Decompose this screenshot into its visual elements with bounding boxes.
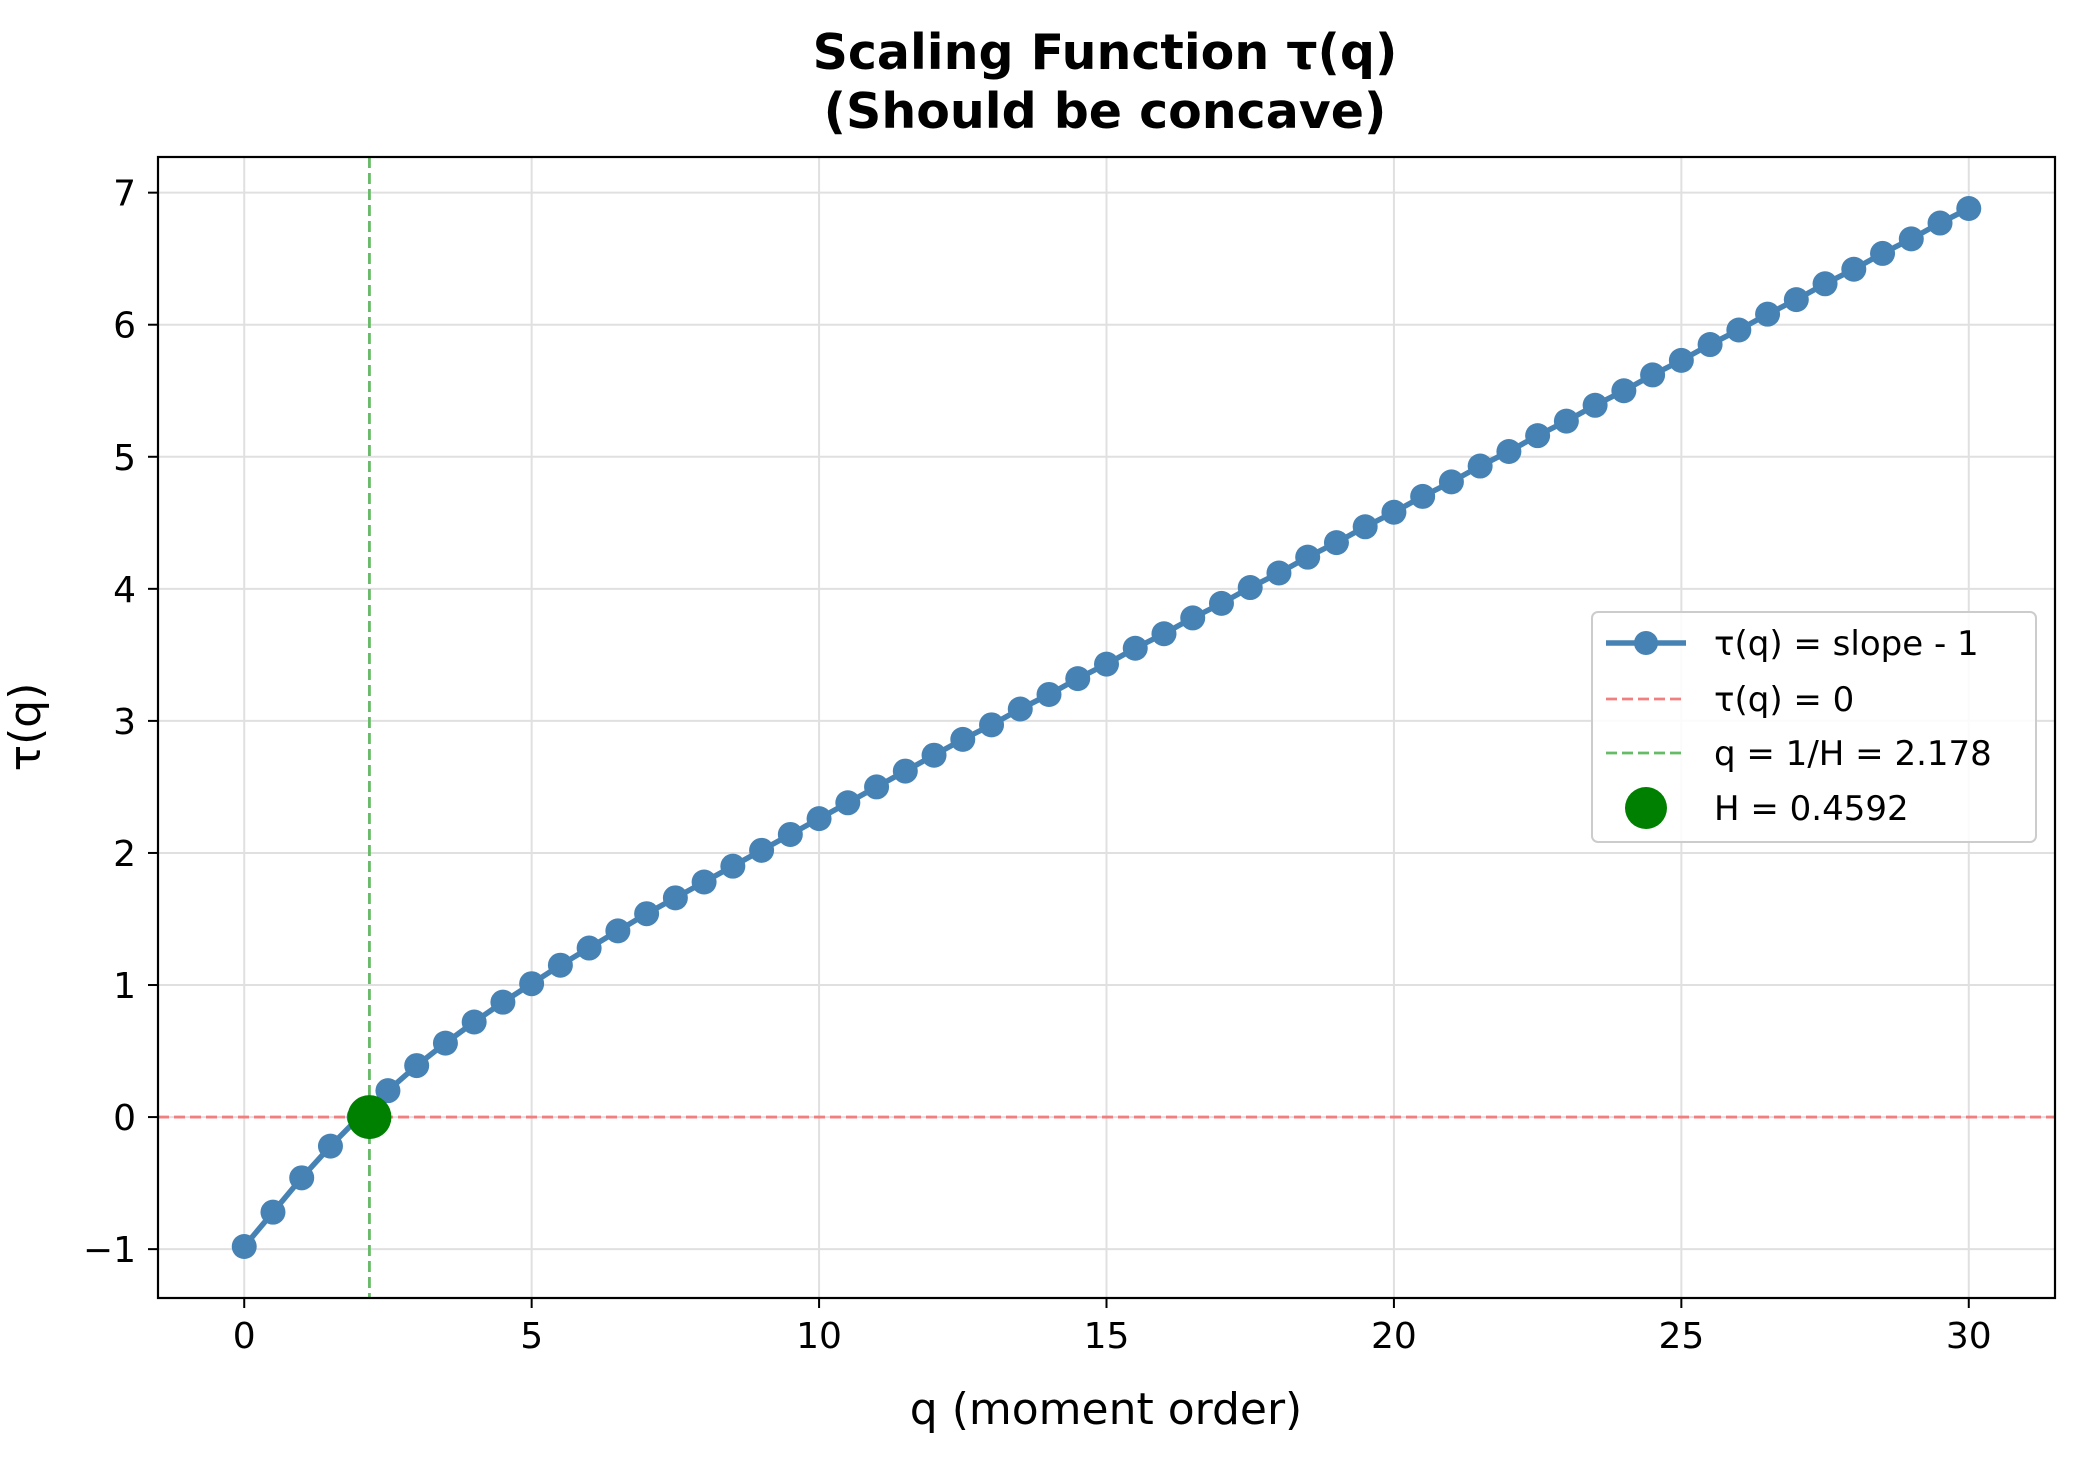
tau-data-point xyxy=(1755,301,1781,327)
tau-data-point xyxy=(921,742,947,768)
tau-data-point xyxy=(835,790,861,816)
tau-data-point xyxy=(519,971,545,997)
tau-data-point xyxy=(1611,378,1637,404)
tau-data-point xyxy=(1122,635,1148,661)
tau-data-point xyxy=(547,952,573,978)
legend-label-zero-line: τ(q) = 0 xyxy=(1714,680,1854,720)
tau-data-point xyxy=(1180,605,1206,631)
x-tick-label: 0 xyxy=(233,1316,256,1357)
tau-data-point xyxy=(1525,423,1551,449)
legend-swatch-tau-marker xyxy=(1634,631,1658,655)
data-series xyxy=(231,196,1982,1259)
tau-data-point xyxy=(1381,499,1407,525)
tau-data-point xyxy=(720,853,746,879)
tau-data-point xyxy=(1726,317,1752,343)
legend-entry-zero-line: τ(q) = 0 xyxy=(1606,680,1854,720)
tau-data-point xyxy=(576,935,602,961)
x-tick-label: 15 xyxy=(1084,1316,1130,1357)
tau-data-point xyxy=(1208,590,1234,616)
tau-data-point xyxy=(375,1078,401,1104)
tau-data-point xyxy=(317,1133,343,1159)
tau-data-point xyxy=(1812,271,1838,297)
tau-data-point xyxy=(1870,240,1896,266)
tau-data-point xyxy=(289,1165,315,1191)
tau-data-point xyxy=(1783,287,1809,313)
x-tick-label: 5 xyxy=(520,1316,543,1357)
tau-data-point xyxy=(260,1199,286,1225)
tau-data-point xyxy=(1237,575,1263,601)
y-tick-label: 0 xyxy=(113,1098,136,1139)
tau-data-point xyxy=(1467,453,1493,479)
legend-box xyxy=(1591,611,2037,843)
legend-label-q-line: q = 1/H = 2.178 xyxy=(1714,734,1992,774)
tau-data-point xyxy=(1640,362,1666,388)
tau-data-point xyxy=(432,1030,458,1056)
chart-subtitle: (Should be concave) xyxy=(824,83,1387,140)
tau-data-point xyxy=(605,918,631,944)
x-tick-label: 25 xyxy=(1658,1316,1704,1357)
tau-data-point xyxy=(1438,469,1464,495)
tau-data-point xyxy=(490,989,516,1015)
x-tick-label: 30 xyxy=(1946,1316,1992,1357)
y-tick-label: −1 xyxy=(83,1230,136,1271)
legend-swatch-h-point xyxy=(1625,787,1667,829)
tau-data-point xyxy=(1553,408,1579,434)
y-tick-label: 2 xyxy=(113,834,136,875)
x-axis: 0 5 10 15 20 25 30 xyxy=(233,1298,1992,1357)
y-axis-label: τ(q) xyxy=(0,683,51,772)
tau-data-point xyxy=(1898,226,1924,252)
y-tick-label: 3 xyxy=(113,702,136,743)
y-tick-label: 5 xyxy=(113,438,136,479)
x-axis-label: q (moment order) xyxy=(910,1384,1302,1435)
tau-data-point xyxy=(691,869,717,895)
tau-data-point xyxy=(1410,483,1436,509)
tau-data-point xyxy=(1151,621,1177,647)
tau-data-point xyxy=(979,712,1005,738)
x-tick-label: 10 xyxy=(796,1316,842,1357)
tau-data-point xyxy=(1668,347,1694,373)
tau-data-point xyxy=(864,774,890,800)
y-tick-label: 6 xyxy=(113,306,136,347)
legend-entry-h-point: H = 0.4592 xyxy=(1625,787,1909,829)
tau-data-point xyxy=(1697,332,1723,358)
tau-data-point xyxy=(1323,530,1349,556)
tau-data-point xyxy=(1956,196,1982,222)
tau-data-point xyxy=(806,806,832,832)
tau-data-point xyxy=(950,726,976,752)
y-tick-label: 1 xyxy=(113,966,136,1007)
legend: τ(q) = slope - 1 τ(q) = 0 q = 1/H = 2.17… xyxy=(1591,611,2037,843)
tau-data-point xyxy=(1094,651,1119,677)
tau-data-point xyxy=(1295,544,1321,570)
tau-data-point xyxy=(634,901,660,927)
tau-data-point xyxy=(1007,696,1033,722)
h-point-marker xyxy=(347,1095,392,1140)
y-axis: −1 0 1 2 3 4 5 6 7 xyxy=(83,174,158,1271)
tau-data-point xyxy=(892,758,918,784)
tau-data-point xyxy=(777,821,803,847)
tau-data-point xyxy=(749,837,775,863)
tau-data-point xyxy=(1266,560,1292,586)
legend-label-tau-line: τ(q) = slope - 1 xyxy=(1714,624,1979,664)
y-tick-label: 7 xyxy=(113,174,136,215)
tau-data-point xyxy=(231,1233,257,1259)
tau-data-point xyxy=(1496,438,1522,464)
legend-entry-q-line: q = 1/H = 2.178 xyxy=(1606,734,1992,774)
tau-data-point xyxy=(1927,210,1953,236)
tau-data-point xyxy=(461,1009,487,1035)
tau-data-point xyxy=(404,1053,430,1079)
tau-data-point xyxy=(1352,514,1378,540)
legend-entry-tau-line: τ(q) = slope - 1 xyxy=(1606,624,1979,664)
y-tick-label: 4 xyxy=(113,570,136,611)
tau-data-point xyxy=(1036,681,1062,707)
chart-title: Scaling Function τ(q) xyxy=(813,24,1398,81)
tau-data-point xyxy=(1841,256,1867,282)
tau-data-point xyxy=(662,885,688,911)
x-tick-label: 20 xyxy=(1371,1316,1417,1357)
legend-label-h-point: H = 0.4592 xyxy=(1714,789,1909,829)
tau-data-point xyxy=(1065,666,1091,692)
tau-data-point xyxy=(1582,392,1608,418)
